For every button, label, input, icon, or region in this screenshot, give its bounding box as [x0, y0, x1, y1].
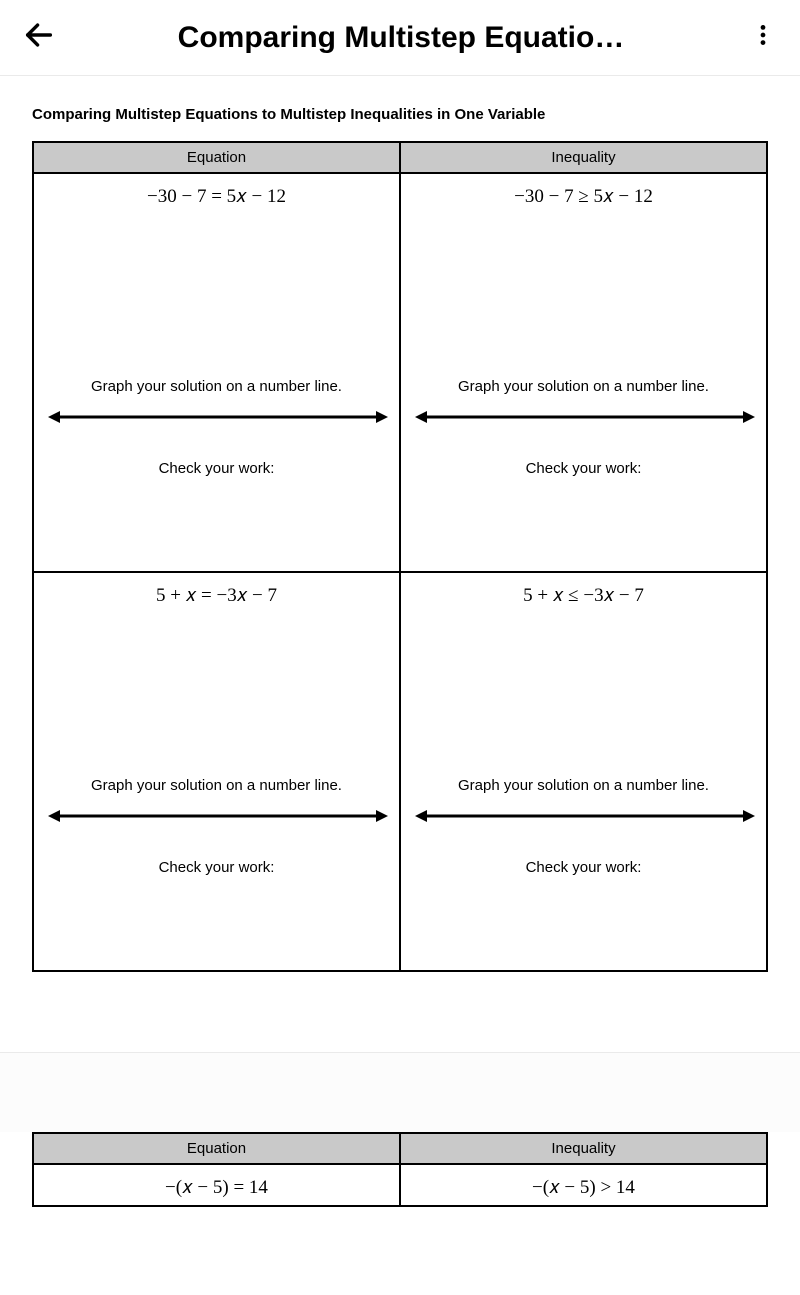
inequality-text: −30 − 7 ≥ 5𝑥 − 12 — [415, 186, 752, 208]
graph-instruction: Graph your solution on a number line. — [415, 378, 752, 395]
worksheet-content: Comparing Multistep Equations to Multist… — [0, 76, 800, 1012]
check-work-label: Check your work: — [48, 460, 385, 477]
page-gap — [0, 1052, 800, 1132]
graph-instruction: Graph your solution on a number line. — [48, 378, 385, 395]
section-title: Comparing Multistep Equations to Multist… — [32, 106, 768, 123]
number-line-icon — [415, 409, 755, 425]
table-row: −30 − 7 = 5𝑥 − 12 Graph your solution on… — [33, 173, 767, 572]
table-row: −(𝑥 − 5) = 14 −(𝑥 − 5) > 14 — [33, 1164, 767, 1206]
column-header-inequality: Inequality — [400, 1133, 767, 1164]
column-header-equation: Equation — [33, 142, 400, 173]
graph-instruction: Graph your solution on a number line. — [415, 777, 752, 794]
table-row: 5 + 𝑥 = −3𝑥 − 7 Graph your solution on a… — [33, 572, 767, 971]
topbar: Comparing Multistep Equatio… — [0, 0, 800, 76]
page-title: Comparing Multistep Equatio… — [56, 21, 746, 55]
inequality-text: 5 + 𝑥 ≤ −3𝑥 − 7 — [415, 585, 752, 607]
check-work-label: Check your work: — [415, 859, 752, 876]
back-arrow-icon[interactable] — [22, 18, 56, 57]
check-work-label: Check your work: — [415, 460, 752, 477]
worksheet-table-1: Equation Inequality −30 − 7 = 5𝑥 − 12 Gr… — [32, 141, 768, 972]
column-header-equation: Equation — [33, 1133, 400, 1164]
graph-instruction: Graph your solution on a number line. — [48, 777, 385, 794]
worksheet-content-2: Equation Inequality −(𝑥 − 5) = 14 −(𝑥 − … — [0, 1132, 800, 1217]
equation-text: −30 − 7 = 5𝑥 − 12 — [48, 186, 385, 208]
inequality-text: −(𝑥 − 5) > 14 — [415, 1177, 752, 1199]
number-line-icon — [415, 808, 755, 824]
number-line-icon — [48, 409, 388, 425]
worksheet-table-2: Equation Inequality −(𝑥 − 5) = 14 −(𝑥 − … — [32, 1132, 768, 1207]
equation-text: 5 + 𝑥 = −3𝑥 − 7 — [48, 585, 385, 607]
equation-text: −(𝑥 − 5) = 14 — [48, 1177, 385, 1199]
more-vertical-icon[interactable] — [746, 18, 780, 57]
column-header-inequality: Inequality — [400, 142, 767, 173]
check-work-label: Check your work: — [48, 859, 385, 876]
number-line-icon — [48, 808, 388, 824]
